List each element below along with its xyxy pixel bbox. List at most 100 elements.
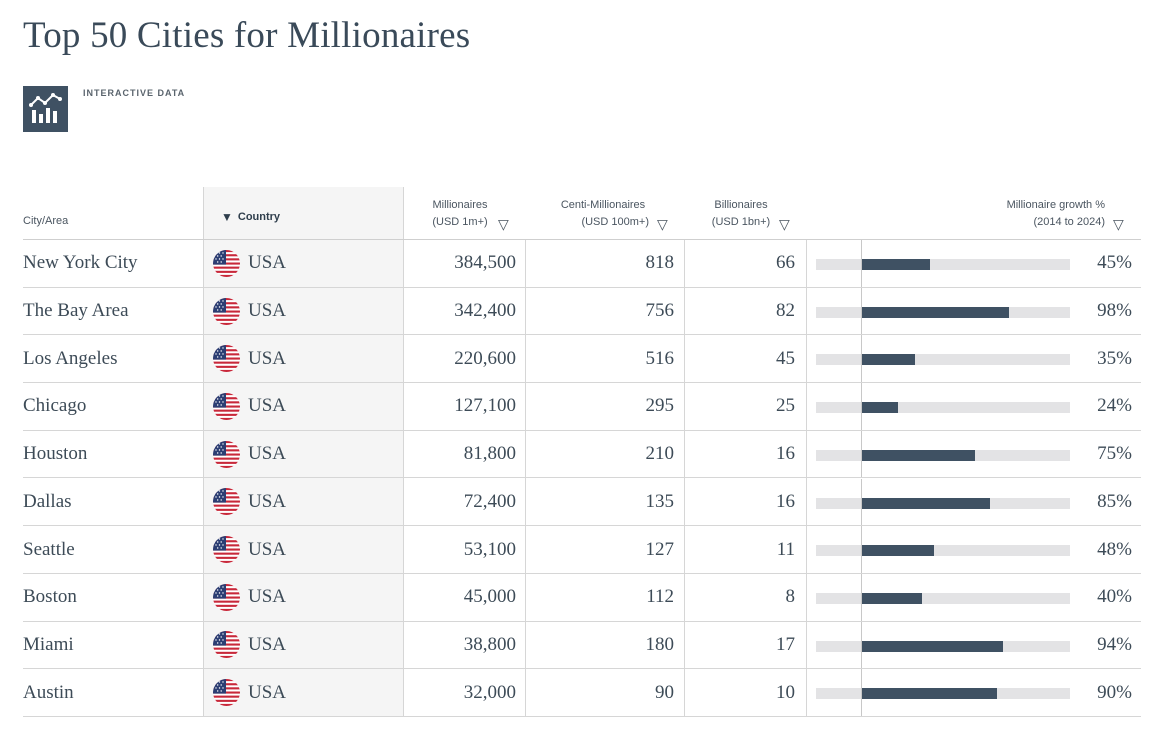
growth-bar-fill <box>862 449 975 461</box>
centi-millionaires-value: 210 <box>645 443 675 465</box>
column-divider <box>684 240 685 717</box>
growth-bar-track <box>816 640 1070 652</box>
table-row[interactable]: The Bay Area USA 342,400 756 82 <box>23 287 1141 336</box>
billionaires-value: 25 <box>776 395 795 417</box>
millionaires-value: 81,800 <box>463 443 516 465</box>
table-row[interactable]: Los Angeles USA 220,600 516 45 <box>23 335 1141 384</box>
growth-percent: 45% <box>1097 252 1132 274</box>
country-name: USA <box>248 252 287 274</box>
city-name[interactable]: Miami <box>23 633 74 655</box>
table-row[interactable]: Chicago USA 127,100 295 25 <box>23 383 1141 431</box>
country-cell: USA <box>213 622 286 669</box>
chart-bars-icon <box>23 86 68 132</box>
growth-bar-baseline <box>861 430 862 478</box>
growth-percent: 40% <box>1097 586 1132 608</box>
us-flag-icon <box>213 392 240 420</box>
column-header-billionaires-title: Billionaires <box>714 199 768 211</box>
filter-icon[interactable]: ▽ <box>1113 216 1124 232</box>
growth-percent: 24% <box>1097 395 1132 417</box>
column-header-millionaires-title: Millionaires <box>432 199 488 211</box>
country-name: USA <box>248 681 287 703</box>
column-header-millionaires-unit: (USD 1m+) <box>432 216 488 228</box>
column-header-growth[interactable]: Millionaire growth % (2014 to 2024) <box>1007 197 1105 231</box>
growth-percent: 94% <box>1097 633 1132 655</box>
table-row[interactable]: Miami USA 38,800 180 17 <box>23 621 1141 670</box>
city-name[interactable]: Chicago <box>23 395 87 417</box>
growth-bar-baseline <box>861 335 862 383</box>
growth-percent: 98% <box>1097 300 1132 322</box>
millionaires-value: 220,600 <box>454 347 516 369</box>
country-name: USA <box>248 300 287 322</box>
growth-bar-fill <box>862 306 1009 318</box>
growth-bar-baseline <box>861 621 862 669</box>
page-title: Top 50 Cities for Millionaires <box>23 15 471 56</box>
centi-millionaires-value: 180 <box>645 633 675 655</box>
growth-bar-baseline <box>861 287 862 335</box>
centi-millionaires-value: 516 <box>645 347 675 369</box>
growth-bar-baseline <box>861 526 862 573</box>
table-row[interactable]: New York City USA 384,500 818 66 <box>23 240 1141 288</box>
growth-bar-fill <box>862 688 997 700</box>
column-header-billionaires-unit: (USD 1bn+) <box>711 216 771 228</box>
growth-bar-fill <box>862 592 922 604</box>
growth-bar-baseline <box>861 573 862 621</box>
us-flag-icon <box>213 440 240 468</box>
centi-millionaires-value: 112 <box>646 586 674 608</box>
growth-bar-track <box>816 592 1070 604</box>
growth-bar-fill <box>862 354 915 366</box>
column-header-centi-millionaires[interactable]: Centi-Millionaires (USD 100m+) <box>553 197 653 231</box>
city-name[interactable]: New York City <box>23 252 138 274</box>
centi-millionaires-value: 127 <box>645 538 675 560</box>
billionaires-value: 17 <box>776 633 795 655</box>
growth-bar-fill <box>862 402 898 414</box>
centi-millionaires-value: 90 <box>655 681 674 703</box>
millionaires-value: 127,100 <box>454 395 516 417</box>
country-cell: USA <box>213 479 286 526</box>
table-row[interactable]: Dallas USA 72,400 135 16 <box>23 478 1141 527</box>
billionaires-value: 10 <box>776 681 795 703</box>
centi-millionaires-value: 295 <box>645 395 675 417</box>
growth-bar-baseline <box>861 383 862 430</box>
table-row[interactable]: Boston USA 45,000 112 8 <box>23 573 1141 622</box>
growth-percent: 35% <box>1097 347 1132 369</box>
filter-icon[interactable]: ▽ <box>498 216 509 232</box>
growth-percent: 85% <box>1097 490 1132 512</box>
growth-percent: 48% <box>1097 538 1132 560</box>
column-header-country-label: Country <box>237 211 281 223</box>
billionaires-value: 45 <box>776 347 795 369</box>
city-name[interactable]: Austin <box>23 681 74 703</box>
column-header-centi-title: Centi-Millionaires <box>560 199 646 211</box>
table-row[interactable]: Seattle USA 53,100 127 11 <box>23 526 1141 574</box>
growth-bar-track <box>816 449 1070 461</box>
millionaires-value: 342,400 <box>454 300 516 322</box>
growth-bar-fill <box>862 545 934 557</box>
city-name[interactable]: Houston <box>23 443 88 465</box>
column-header-billionaires[interactable]: Billionaires (USD 1bn+) <box>705 197 777 231</box>
column-header-millionaires[interactable]: Millionaires (USD 1m+) <box>420 197 500 231</box>
growth-bar-baseline <box>861 669 862 716</box>
city-name[interactable]: Los Angeles <box>23 347 118 369</box>
table-row[interactable]: Austin USA 32,000 90 10 <box>23 669 1141 717</box>
column-header-city[interactable]: City/Area <box>23 215 69 227</box>
table-row[interactable]: Houston USA 81,800 210 16 <box>23 430 1141 479</box>
centi-millionaires-value: 756 <box>645 300 675 322</box>
us-flag-icon <box>213 249 240 277</box>
growth-percent: 75% <box>1097 443 1132 465</box>
billionaires-value: 8 <box>785 586 796 608</box>
us-flag-icon <box>213 583 240 611</box>
growth-bar-track <box>816 306 1070 318</box>
filter-icon[interactable]: ▽ <box>779 216 790 232</box>
filter-icon[interactable]: ▽ <box>657 216 668 232</box>
city-name[interactable]: Boston <box>23 586 77 608</box>
city-name[interactable]: Seattle <box>23 538 75 560</box>
country-name: USA <box>248 395 287 417</box>
growth-bar-fill <box>862 259 930 270</box>
billionaires-value: 16 <box>776 443 795 465</box>
country-cell: USA <box>213 383 286 430</box>
column-header-country[interactable]: ▼ Country <box>221 209 280 226</box>
city-name[interactable]: Dallas <box>23 490 72 512</box>
centi-millionaires-value: 135 <box>645 490 675 512</box>
growth-bar-track <box>816 354 1070 366</box>
billionaires-value: 11 <box>776 538 795 560</box>
city-name[interactable]: The Bay Area <box>23 300 129 322</box>
